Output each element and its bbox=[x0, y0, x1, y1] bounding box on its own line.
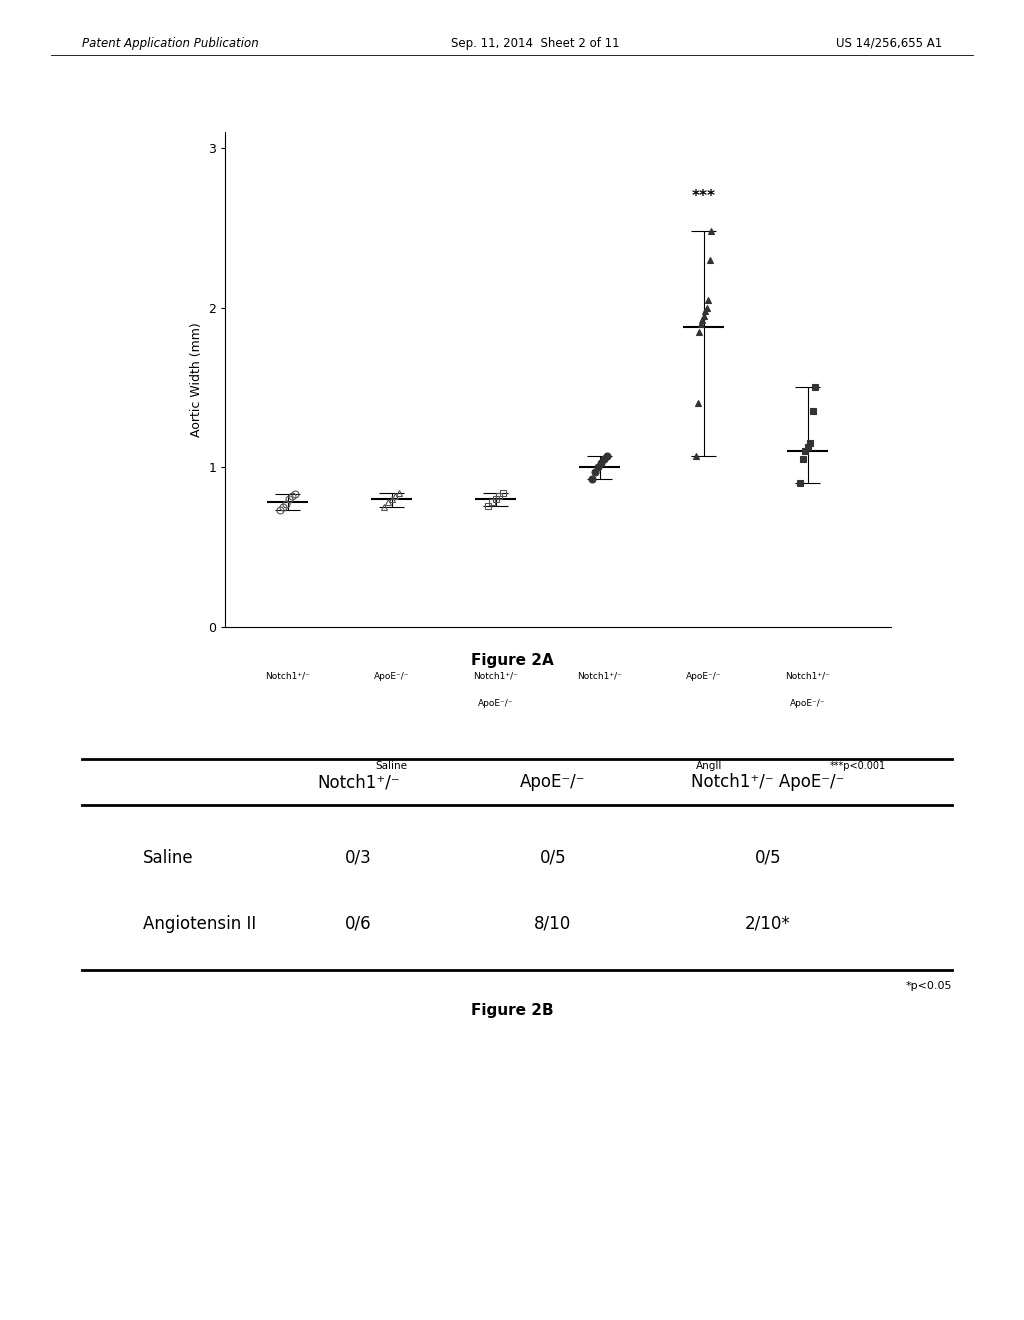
Text: ApoE⁻/⁻: ApoE⁻/⁻ bbox=[790, 698, 825, 708]
Text: 0/6: 0/6 bbox=[345, 915, 372, 933]
Text: ApoE⁻/⁻: ApoE⁻/⁻ bbox=[374, 672, 410, 681]
Text: 0/5: 0/5 bbox=[540, 849, 566, 867]
Text: 0/3: 0/3 bbox=[345, 849, 372, 867]
Text: Notch1⁺/⁻: Notch1⁺/⁻ bbox=[785, 672, 830, 681]
Text: ApoE⁻/⁻: ApoE⁻/⁻ bbox=[686, 672, 722, 681]
Text: ***: *** bbox=[691, 189, 716, 203]
Text: ApoE⁻/⁻: ApoE⁻/⁻ bbox=[478, 698, 513, 708]
Text: ***p<0.001: ***p<0.001 bbox=[829, 762, 886, 771]
Text: Notch1⁺/⁻: Notch1⁺/⁻ bbox=[578, 672, 623, 681]
Text: 8/10: 8/10 bbox=[535, 915, 571, 933]
Text: Figure 2B: Figure 2B bbox=[471, 1003, 553, 1018]
Text: 0/5: 0/5 bbox=[755, 849, 781, 867]
Y-axis label: Aortic Width (mm): Aortic Width (mm) bbox=[189, 322, 203, 437]
Text: AngII: AngII bbox=[695, 762, 722, 771]
Text: *p<0.05: *p<0.05 bbox=[906, 981, 952, 991]
Text: US 14/256,655 A1: US 14/256,655 A1 bbox=[836, 37, 942, 50]
Text: Notch1⁺/⁻ ApoE⁻/⁻: Notch1⁺/⁻ ApoE⁻/⁻ bbox=[691, 774, 845, 791]
Text: Notch1⁺/⁻: Notch1⁺/⁻ bbox=[473, 672, 518, 681]
Text: Angiotensin II: Angiotensin II bbox=[143, 915, 257, 933]
Text: Saline: Saline bbox=[376, 762, 408, 771]
Text: Notch1⁺/⁻: Notch1⁺/⁻ bbox=[317, 774, 399, 791]
Text: 2/10*: 2/10* bbox=[745, 915, 791, 933]
Text: Patent Application Publication: Patent Application Publication bbox=[82, 37, 259, 50]
Text: ApoE⁻/⁻: ApoE⁻/⁻ bbox=[520, 774, 586, 791]
Text: Notch1⁺/⁻: Notch1⁺/⁻ bbox=[265, 672, 310, 681]
Text: Figure 2A: Figure 2A bbox=[471, 653, 553, 668]
Text: Saline: Saline bbox=[143, 849, 194, 867]
Text: Sep. 11, 2014  Sheet 2 of 11: Sep. 11, 2014 Sheet 2 of 11 bbox=[451, 37, 620, 50]
